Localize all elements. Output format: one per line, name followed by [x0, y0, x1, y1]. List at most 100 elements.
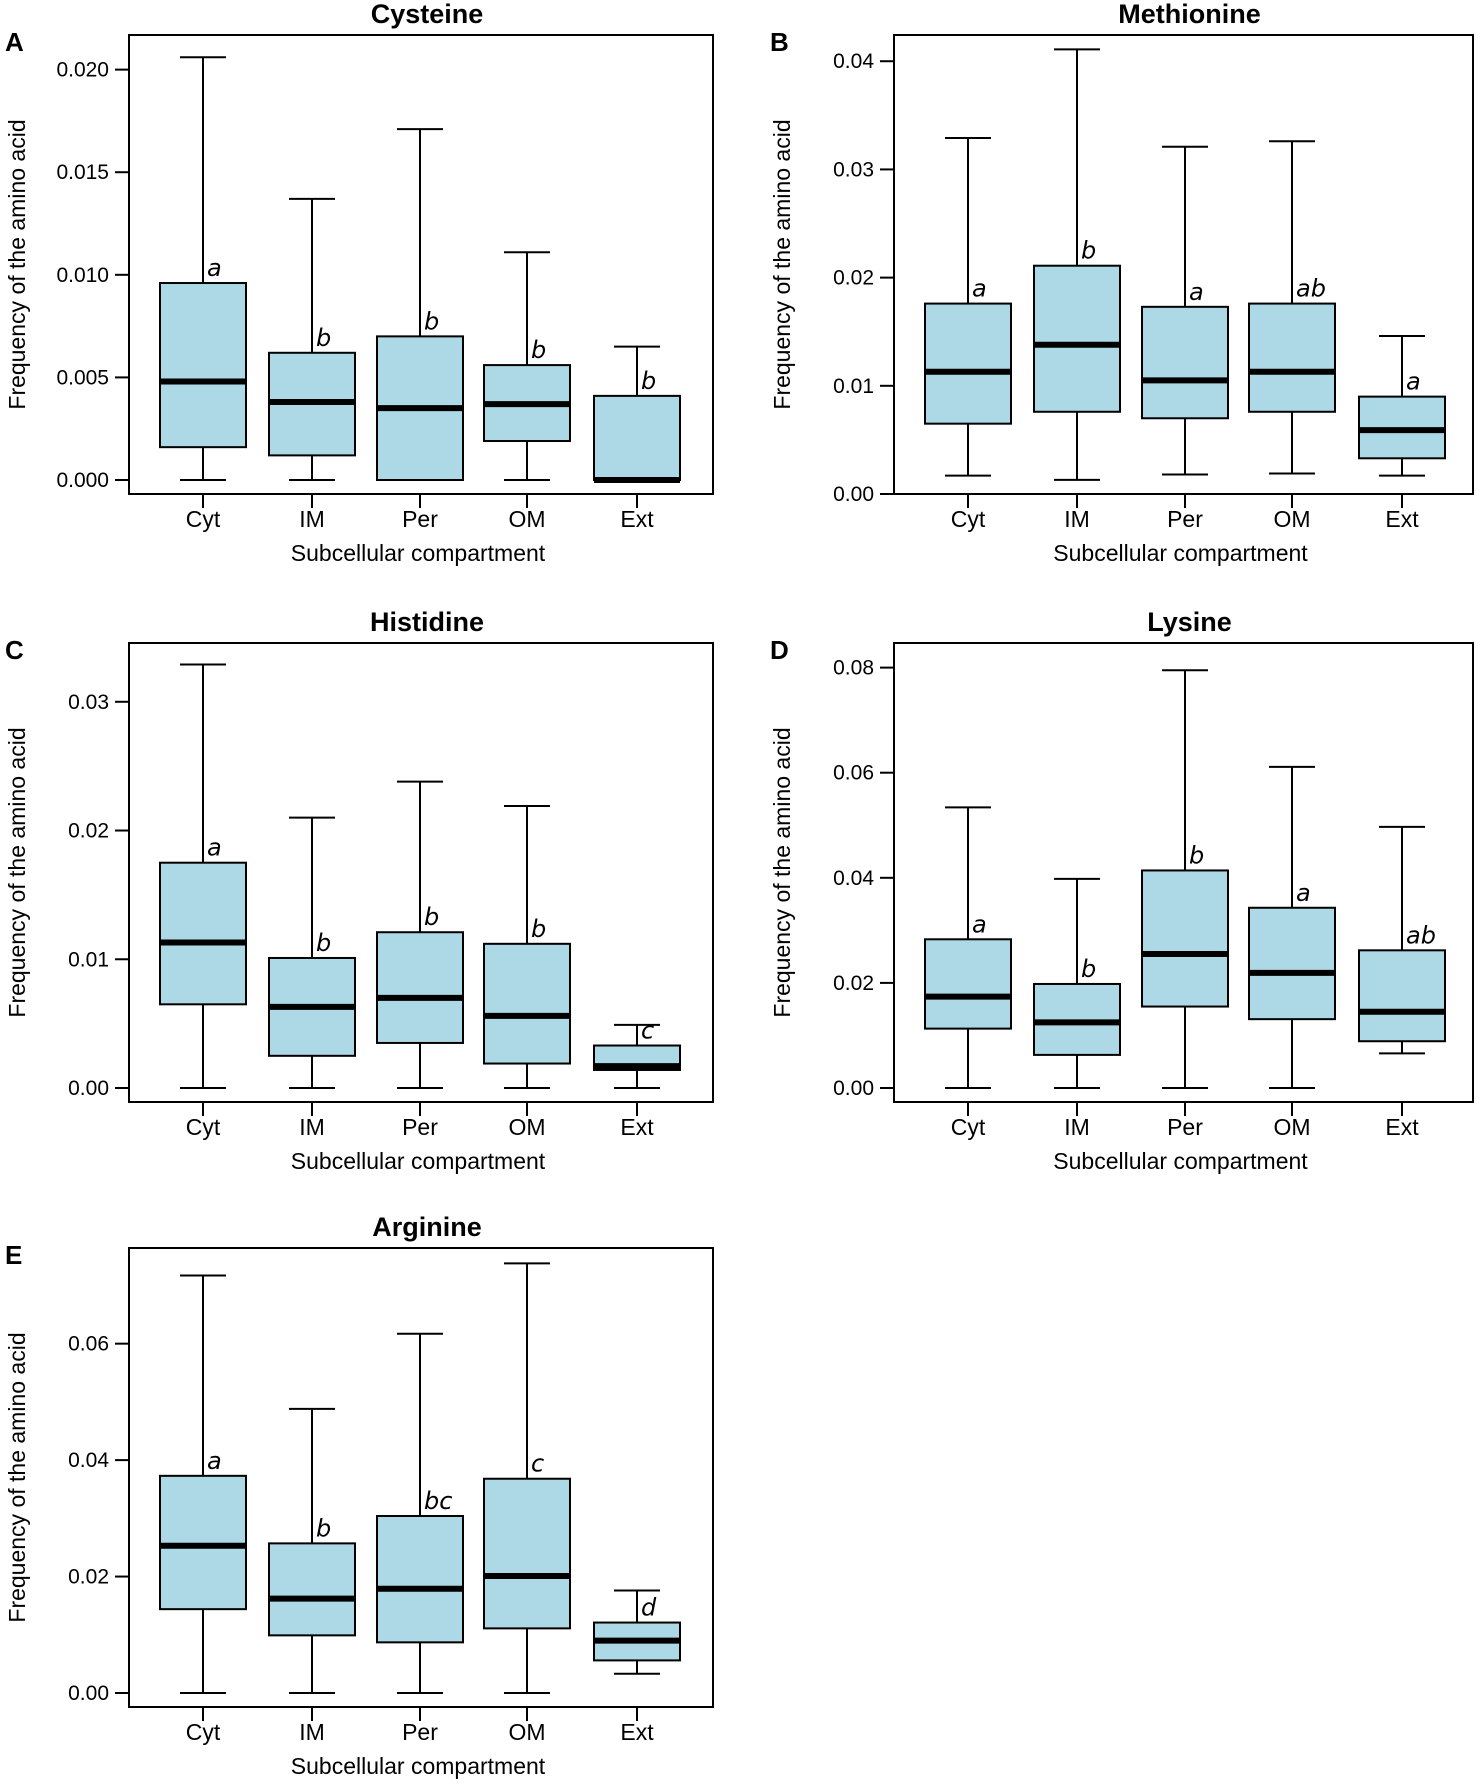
x-tick-label: Per — [1167, 506, 1203, 532]
chart-title: Lysine — [1147, 607, 1232, 637]
panel-letter: B — [770, 27, 789, 57]
panel-letter: E — [5, 1240, 22, 1270]
x-tick-label: Ext — [620, 1719, 654, 1745]
y-tick-label: 0.00 — [833, 483, 874, 506]
significance-letter: b — [424, 903, 439, 931]
x-axis-label: Subcellular compartment — [291, 540, 546, 566]
box-per: b Per — [376, 780, 464, 1140]
y-axis-label: Frequency of the amino acid — [769, 727, 795, 1017]
x-tick-label: Cyt — [186, 506, 221, 532]
iqr-box — [376, 1515, 464, 1644]
significance-letter: c — [641, 1017, 654, 1045]
box-im: b IM — [268, 197, 356, 532]
significance-letter: b — [316, 324, 331, 352]
significance-letter: a — [207, 254, 222, 282]
box-om: a OM — [1248, 765, 1336, 1140]
iqr-box — [1141, 305, 1229, 420]
panel-letter: C — [5, 635, 24, 665]
x-axis-label: Subcellular compartment — [291, 1148, 546, 1174]
box-ext: ab Ext — [1358, 825, 1446, 1140]
x-tick-label: IM — [299, 1719, 325, 1745]
chart-title: Histidine — [370, 607, 484, 637]
iqr-box — [593, 394, 681, 482]
x-tick-label: IM — [299, 1114, 325, 1140]
box-cyt: a Cyt — [159, 1274, 247, 1745]
y-tick-label: 0.04 — [833, 867, 874, 890]
iqr-box — [1248, 302, 1336, 413]
box-per: b Per — [376, 128, 464, 532]
x-tick-label: Per — [402, 1719, 438, 1745]
box-om: b OM — [483, 805, 571, 1140]
iqr-box — [268, 1542, 356, 1637]
panel-e: E Arginine 0.00 0.02 0.04 0.06 Frequency of th… — [4, 1212, 714, 1779]
chart-title: Cysteine — [371, 0, 484, 29]
box-im: b IM — [1033, 877, 1121, 1140]
significance-letter: b — [424, 307, 439, 335]
x-tick-label: Ext — [620, 1114, 654, 1140]
box-cyt: a Cyt — [924, 806, 1012, 1140]
y-axis-label: Frequency of the amino acid — [4, 119, 30, 409]
plot-frame — [893, 642, 1474, 1103]
panel-c: C Histidine 0.00 0.01 0.02 0.03 Frequency of t… — [4, 607, 714, 1174]
significance-letter: b — [316, 929, 331, 957]
iqr-box — [1033, 264, 1121, 413]
y-axis-label: Frequency of the amino acid — [4, 727, 30, 1017]
significance-letter: a — [207, 834, 222, 862]
significance-letter: a — [1189, 278, 1204, 306]
significance-letter: b — [1189, 841, 1204, 869]
significance-letter: ab — [1296, 275, 1326, 303]
y-tick-label: 0.03 — [68, 691, 109, 714]
y-tick-label: 0.020 — [56, 59, 109, 82]
y-tick-label: 0.005 — [56, 366, 109, 389]
x-axis-label: Subcellular compartment — [1053, 1148, 1308, 1174]
significance-letter: a — [972, 910, 987, 938]
y-tick-label: 0.02 — [833, 972, 874, 995]
y-tick-label: 0.02 — [68, 820, 109, 843]
x-axis-label: Subcellular compartment — [291, 1753, 546, 1779]
iqr-box — [376, 931, 464, 1044]
significance-letter: a — [1406, 368, 1421, 396]
x-tick-label: IM — [1064, 506, 1090, 532]
significance-letter: b — [531, 336, 546, 364]
x-tick-label: OM — [508, 506, 545, 532]
significance-letter: bc — [424, 1487, 452, 1515]
significance-letter: c — [531, 1450, 544, 1478]
x-tick-label: OM — [508, 1719, 545, 1745]
box-per: b Per — [1141, 669, 1229, 1140]
box-ext: c Ext — [593, 1017, 681, 1140]
significance-letter: b — [1081, 955, 1096, 983]
significance-letter: a — [972, 275, 987, 303]
box-cyt: a Cyt — [159, 663, 247, 1140]
y-tick-label: 0.015 — [56, 161, 109, 184]
y-tick-label: 0.00 — [68, 1682, 109, 1705]
x-tick-label: Per — [402, 506, 438, 532]
chart-title: Arginine — [372, 1212, 482, 1242]
box-cyt: a Cyt — [924, 137, 1012, 532]
significance-letter: b — [641, 367, 656, 395]
box-om: ab OM — [1248, 140, 1336, 532]
significance-letter: d — [641, 1594, 657, 1622]
panel-a: A Cysteine 0.000 0.005 0.010 0.015 0.020 Freque… — [4, 0, 714, 566]
iqr-box — [924, 302, 1012, 425]
y-tick-label: 0.08 — [833, 657, 874, 680]
significance-letter: b — [316, 1514, 331, 1542]
iqr-box — [1248, 906, 1336, 1021]
y-tick-label: 0.06 — [68, 1333, 109, 1356]
y-tick-label: 0.000 — [56, 469, 109, 492]
y-tick-label: 0.03 — [833, 158, 874, 181]
y-tick-label: 0.00 — [68, 1077, 109, 1100]
y-tick-label: 0.04 — [68, 1449, 109, 1472]
box-ext: a Ext — [1358, 335, 1446, 532]
box-per: bc Per — [376, 1332, 464, 1745]
panel-letter: A — [5, 27, 24, 57]
iqr-box — [159, 861, 247, 1006]
significance-letter: b — [1081, 237, 1096, 265]
box-im: b IM — [268, 1407, 356, 1745]
box-im: b IM — [268, 816, 356, 1140]
box-per: a Per — [1141, 145, 1229, 532]
y-tick-label: 0.01 — [833, 375, 874, 398]
x-tick-label: OM — [508, 1114, 545, 1140]
iqr-box — [1358, 949, 1446, 1043]
box-im: b IM — [1033, 48, 1121, 532]
y-axis-label: Frequency of the amino acid — [4, 1332, 30, 1622]
